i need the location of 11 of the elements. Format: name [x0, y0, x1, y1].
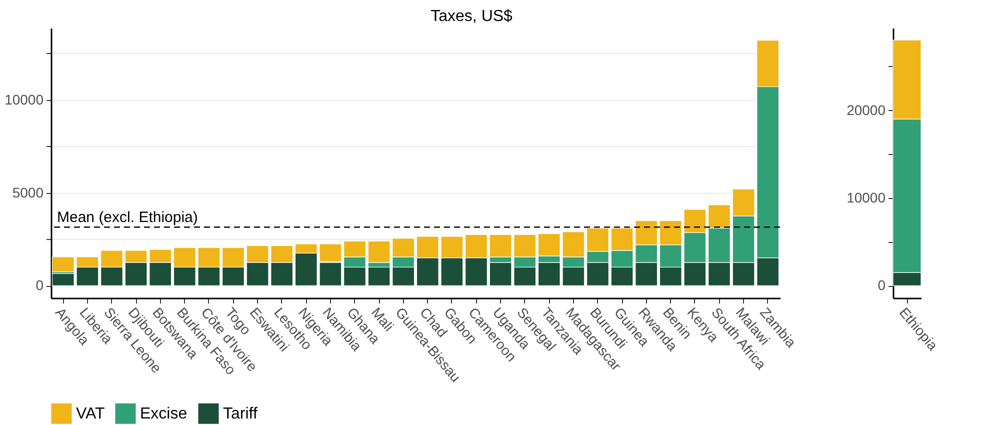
- y-tick-label: 5000: [12, 184, 44, 200]
- chart-title: Taxes, US$: [430, 8, 513, 25]
- y-tick-label: 0: [878, 277, 886, 294]
- legend-label: Excise: [140, 406, 188, 423]
- y-tick-label: 10000: [4, 91, 44, 108]
- legend-label: VAT: [76, 406, 105, 423]
- y-tick-label: 20000: [846, 102, 886, 118]
- y-tick-label: 10000: [846, 190, 886, 206]
- ref-line-label: Mean (excl. Ethiopia): [57, 209, 198, 226]
- y-tick-label: 0: [36, 277, 44, 294]
- legend-label: Tariff: [223, 406, 258, 423]
